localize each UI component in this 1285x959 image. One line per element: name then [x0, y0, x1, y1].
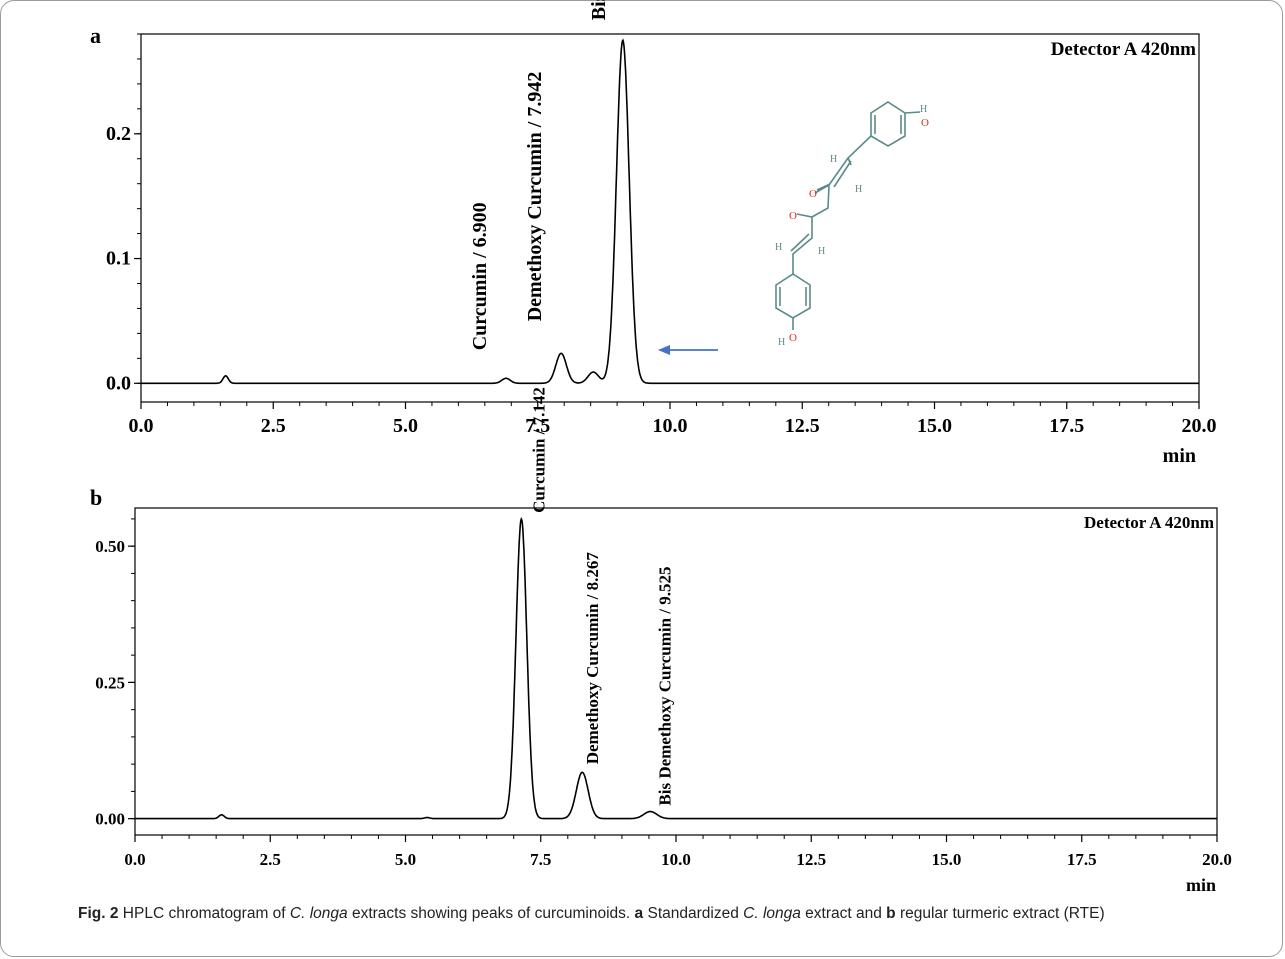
- caption-fig-number: Fig. 2: [78, 905, 119, 922]
- panel-a-x-unit: min: [1163, 445, 1196, 467]
- panel-a: a Detector A 420nm min 0.0 2.5 5.0 7.5 10.0 1…: [90, 0, 1217, 467]
- panel-a-plot-frame: [140, 33, 1200, 403]
- x-tick-label: 2.5: [261, 415, 286, 437]
- x-tick-label: 5.0: [393, 415, 418, 437]
- y-tick-label: 0.1: [106, 248, 131, 270]
- atom-h-5: H: [818, 246, 825, 257]
- panel-b-peak-labels: Curcumin / 7.142 Demethoxy Curcumin / 8.2…: [529, 387, 674, 805]
- panel-a-chromatogram-trace: [141, 38, 1199, 385]
- panel-b-y-axis: 0.00 0.25 0.50: [95, 518, 135, 829]
- double-bonds: [790, 160, 852, 252]
- panel-a-peak-labels: Curcumin / 6.900 Demethoxy Curcumin / 7.9…: [469, 0, 610, 350]
- peak-label: Bis Demethoxy Curcumin / 9.525: [655, 566, 674, 805]
- atom-h-1: H: [920, 104, 927, 115]
- peak-label: Curcumin / 7.142: [529, 387, 548, 513]
- panel-b-x-axis: 0.0 2.5 5.0 7.5 10.0 12.5 15.0 17.5 20.0: [124, 835, 1232, 869]
- atom-o-4: O: [789, 332, 797, 344]
- x-tick-label: 10.0: [653, 415, 688, 437]
- atom-h-3: H: [855, 184, 862, 195]
- x-tick-label: 12.5: [785, 415, 820, 437]
- panel-a-detector-label: Detector A 420nm: [1051, 39, 1196, 60]
- caption-species-1: C. longa: [289, 905, 348, 922]
- panel-b-x-unit: min: [1186, 875, 1216, 895]
- x-tick-label: 15.0: [917, 415, 952, 437]
- x-tick-label: 7.5: [525, 415, 550, 437]
- atom-o-3: O: [789, 210, 797, 222]
- atom-o-2: O: [809, 188, 817, 200]
- x-tick-label: 2.5: [260, 850, 281, 869]
- caption-text-2: extracts showing peaks of curcuminoids.: [347, 905, 635, 922]
- y-tick-label: 0.50: [95, 537, 125, 556]
- ring-top-inner: [874, 115, 902, 134]
- atom-h-2: H: [830, 154, 837, 165]
- peak-label: Demethoxy Curcumin / 8.267: [583, 552, 602, 765]
- panel-b-detector-label: Detector A 420nm: [1084, 513, 1214, 532]
- y-tick-label: 0.0: [106, 372, 131, 394]
- chromatogram-figure: a Detector A 420nm min 0.0 2.5 5.0 7.5 10.0 1…: [90, 0, 1232, 895]
- peak-label: Demethoxy Curcumin / 7.942: [524, 72, 546, 322]
- ring-top: [870, 101, 906, 147]
- panel-a-y-axis: 0.0 0.1 0.2: [106, 33, 141, 394]
- caption-text-4: extract and: [800, 905, 887, 922]
- caption-species-2: C. longa: [743, 905, 801, 922]
- chain-bonds: [792, 111, 921, 330]
- x-tick-label: 0.0: [124, 850, 145, 869]
- x-tick-label: 0.0: [129, 415, 154, 437]
- ring-bottom-inner: [779, 287, 807, 306]
- peak-label: Curcumin / 6.900: [469, 202, 491, 350]
- x-tick-label: 10.0: [661, 850, 691, 869]
- caption-text-3: Standardized: [643, 905, 744, 922]
- atom-o-1: O: [921, 117, 929, 129]
- x-tick-label: 7.5: [530, 850, 551, 869]
- atom-h-6: H: [778, 337, 785, 348]
- x-tick-label: 12.5: [796, 850, 826, 869]
- y-tick-label: 0.2: [106, 123, 131, 145]
- panel-b-label: b: [90, 485, 102, 510]
- curcuminoid-structure: [775, 101, 921, 330]
- panel-b-chromatogram-trace: [135, 516, 1217, 820]
- panel-a-label: a: [90, 23, 101, 48]
- y-tick-label: 0.00: [95, 810, 125, 829]
- ring-bottom: [775, 273, 811, 319]
- x-tick-label: 20.0: [1202, 850, 1232, 869]
- panel-b-plot-frame: [134, 507, 1218, 836]
- x-tick-label: 5.0: [395, 850, 416, 869]
- peak-label: Bis Demethoxy Curcumin / 9.108: [588, 0, 610, 20]
- caption-text-1: HPLC chromatogram of: [122, 905, 290, 922]
- x-tick-label: 17.5: [1049, 415, 1084, 437]
- y-tick-label: 0.25: [95, 673, 125, 692]
- panel-b: b Detector A 420nm min 0.0 2.5 5.0 7.5 10.0 1…: [90, 387, 1232, 895]
- x-tick-label: 15.0: [932, 850, 962, 869]
- figure-caption: Fig. 2 HPLC chromatogram of C. longa ext…: [78, 903, 1268, 924]
- x-tick-label: 17.5: [1067, 850, 1097, 869]
- atom-h-4: H: [775, 242, 782, 253]
- caption-a: a: [634, 905, 644, 922]
- panel-a-x-axis: 0.0 2.5 5.0 7.5 10.0 12.5 15.0 17.5 20.0: [129, 402, 1217, 437]
- caption-b: b: [886, 905, 896, 922]
- caption-text-5: regular turmeric extract (RTE): [895, 905, 1105, 922]
- x-tick-label: 20.0: [1182, 415, 1217, 437]
